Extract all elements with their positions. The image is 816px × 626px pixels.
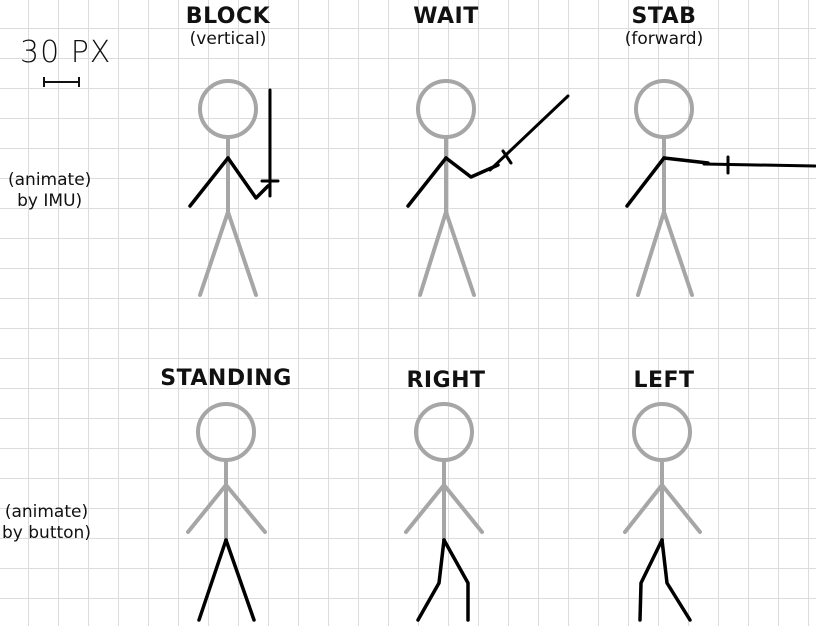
row-label-imu-line2: by IMU) [17,191,83,211]
figure-arm-left [406,156,448,208]
figure-leg-left [416,538,446,622]
figure-stab [625,79,816,297]
figure-wait [406,79,570,297]
figure-arm-left [625,156,666,208]
pose-title-left: LEFT [633,368,695,393]
figure-right [404,402,484,622]
pose-block-label: BLOCK (vertical) [158,6,298,48]
figure-head [632,402,692,462]
figure-head [416,79,476,139]
row-label-imu: (animate) by IMU) [8,172,91,210]
pose-wait-label: WAIT [376,6,516,28]
pose-title-wait: WAIT [413,4,479,29]
figure-arm-right [660,483,702,534]
figure-leg-right [660,538,692,622]
figure-leg-right [444,210,476,297]
figure-block [188,79,280,297]
sword-blade [488,94,570,172]
pose-subtitle-block: (vertical) [189,29,267,49]
scale-bar [43,77,80,87]
figure-arm-right [224,483,267,534]
figure-arm-right [444,156,500,179]
figure-leg-left [197,538,228,622]
figure-arm-left [404,483,446,534]
row-label-button: (animate) by button) [2,504,91,542]
pose-stab-label: STAB (forward) [594,6,734,48]
figure-leg-right [226,210,258,297]
figure-head [634,79,694,139]
figure-arm-right [662,156,710,165]
figure-standing [186,402,267,622]
pose-standing-label: STANDING [146,368,306,390]
pose-title-standing: STANDING [160,366,292,391]
figure-arm-left [188,156,230,208]
figure-head [196,402,256,462]
scale-label: 30 PX [20,35,112,70]
figure-leg-left [418,210,448,297]
pose-subtitle-stab: (forward) [624,29,704,49]
pose-right-label: RIGHT [376,370,516,392]
row-label-imu-line1: (animate) [8,170,92,190]
figure-leg-left [636,210,666,297]
figure-arm-right [442,483,484,534]
figure-leg-right [662,210,694,297]
figure-head [414,402,474,462]
figure-head [198,79,258,139]
figure-arm-left [623,483,664,534]
figure-leg-right [442,538,470,622]
sword-blade [702,162,816,168]
row-label-button-line1: (animate) [4,502,89,522]
figure-left [623,402,702,622]
figure-arm-right [226,156,270,200]
pose-title-block: BLOCK [185,4,271,29]
figure-leg-left [198,210,230,297]
figure-leg-left [638,538,664,622]
pose-left-label: LEFT [594,370,734,392]
figure-leg-right [224,538,256,622]
sword-guard [501,149,513,165]
row-label-button-line2: by button) [2,523,91,543]
pose-title-stab: STAB [631,4,697,29]
figure-arm-left [186,483,228,534]
pose-title-right: RIGHT [406,368,486,393]
